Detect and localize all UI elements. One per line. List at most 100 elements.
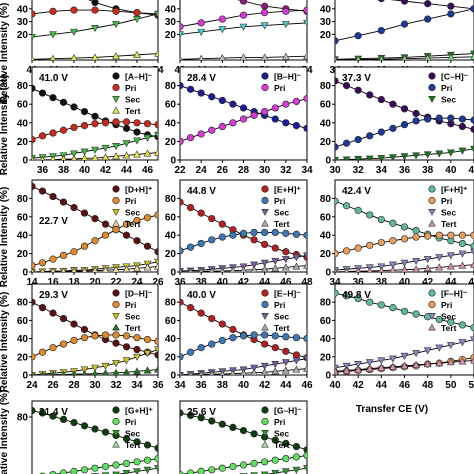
data-point-pri [303, 6, 307, 14]
data-point-pri [377, 26, 385, 35]
data-point-sec [154, 131, 158, 139]
x-tick-label: 18 [68, 277, 80, 288]
data-point-tert [143, 149, 152, 157]
data-point-tert [180, 55, 183, 60]
data-point-tert [112, 368, 120, 375]
data-point-pri [32, 261, 36, 270]
data-point-pri [32, 135, 36, 144]
data-point-main [303, 124, 307, 132]
data-point-main [186, 85, 195, 93]
data-point-main [49, 192, 57, 201]
data-point-sec [389, 355, 397, 363]
legend-label-main: [D–H]⁻ [125, 289, 153, 299]
x-tick-label: 36 [37, 165, 49, 176]
data-point-main [122, 435, 131, 443]
y-tick-label: 40 [165, 231, 177, 242]
data-point-tert [154, 49, 158, 57]
voltage-label: 40.0 V [187, 290, 216, 301]
data-point-sec [446, 149, 455, 157]
data-point-pri [470, 5, 474, 13]
data-point-main [458, 321, 467, 329]
data-point-main [400, 0, 409, 5]
data-point-pri [250, 228, 258, 237]
data-point-sec [112, 21, 120, 29]
data-point-pri [342, 247, 351, 255]
panel-row4-col2: 0 20 40 60 80 34 36 38 40 42 44 46 40.0 V [E–H]⁻Pri Se… [165, 283, 313, 391]
data-point-main [250, 430, 258, 438]
data-point-sec [303, 355, 307, 363]
data-point-pri [70, 6, 78, 14]
data-point-tert [143, 263, 152, 271]
data-point-sec [354, 156, 363, 160]
x-tick-label: 46 [399, 380, 411, 391]
y-axis-title-row2: Relative Intensity (%) [0, 75, 10, 176]
data-point-tert [355, 55, 361, 60]
data-point-tert [32, 370, 35, 375]
data-point-tert [70, 54, 78, 60]
series-group [180, 409, 307, 474]
legend-label-main: [E+H]⁺ [274, 185, 301, 195]
data-point-pri [229, 119, 237, 127]
data-point-tert [342, 366, 351, 374]
data-point-main [32, 407, 36, 415]
data-point-pri [70, 336, 78, 345]
x-tick-label: 40 [399, 277, 411, 288]
data-point-main [335, 77, 339, 85]
legend-marker-sec [428, 209, 436, 216]
data-point-main [91, 0, 99, 6]
data-point-sec [260, 259, 269, 267]
x-tick-label: 44 [280, 380, 292, 391]
y-tick-label: 60 [165, 100, 177, 111]
data-point-main [282, 347, 290, 355]
voltage-label: 49.8 V [342, 290, 371, 301]
legend-marker-pri [112, 196, 120, 205]
data-point-tert [400, 265, 409, 272]
data-point-tert [389, 266, 397, 272]
data-point-sec [435, 344, 444, 352]
legend-label-sec: Sec [125, 429, 140, 439]
data-point-tert [133, 150, 141, 158]
data-point-pri [335, 250, 339, 258]
data-point-sec [303, 252, 307, 260]
legend-marker-sec [428, 96, 436, 103]
data-point-tert [446, 358, 455, 366]
legend-label-pri: Pri [274, 417, 285, 427]
data-point-main [32, 182, 36, 191]
data-point-tert [292, 262, 301, 270]
data-point-tert [354, 365, 363, 373]
data-point-sec [218, 26, 227, 34]
data-point-main [354, 86, 362, 94]
x-tick-label: 34 [131, 380, 143, 391]
data-point-pri [470, 116, 474, 124]
data-point-pri [70, 248, 78, 256]
data-point-sec [354, 361, 363, 369]
legend-label-main: [C–H]⁻ [441, 72, 469, 82]
plot-frame [179, 66, 308, 161]
legend-label-tert: Tert [125, 106, 141, 116]
y-tick-label: 20 [17, 249, 29, 260]
data-point-main [59, 98, 68, 106]
data-point-tert [92, 266, 98, 272]
data-point-pri [197, 19, 205, 27]
data-point-sec [281, 21, 290, 29]
data-point-tert [377, 363, 386, 371]
data-point-tert [239, 53, 248, 60]
data-point-tert [412, 360, 420, 369]
data-point-main [197, 209, 205, 217]
data-point-tert [198, 54, 205, 60]
data-point-sec [400, 259, 409, 267]
data-point-pri [335, 143, 339, 151]
data-point-main [186, 411, 195, 420]
data-point-main [292, 443, 301, 451]
data-point-pri [186, 469, 195, 474]
data-point-main [122, 343, 131, 351]
data-point-main [186, 204, 195, 212]
y-tick-label: 20 [165, 249, 177, 260]
series-group [32, 407, 158, 474]
x-tick-label: 36 [152, 380, 164, 391]
x-axis-title: Transfer CE (V) [356, 404, 428, 415]
y-tick-label: 30 [17, 17, 29, 28]
data-point-pri [122, 459, 131, 468]
data-point-main [389, 304, 397, 312]
